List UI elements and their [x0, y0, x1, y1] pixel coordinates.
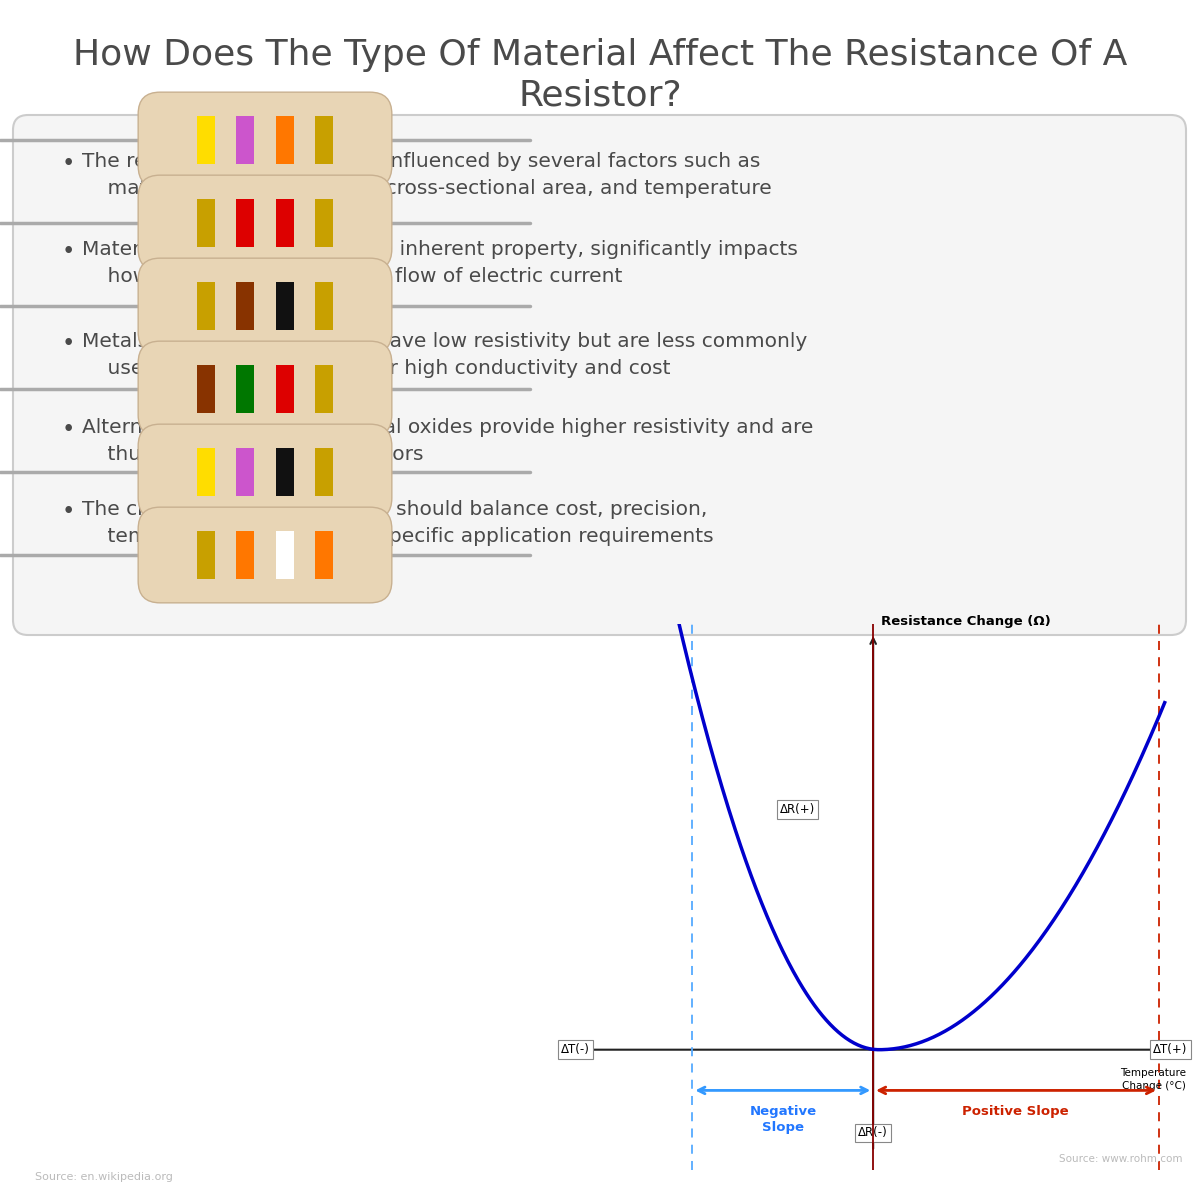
Bar [314, 116, 332, 164]
Text: ΔR(-): ΔR(-) [858, 1127, 888, 1140]
Bar [197, 282, 215, 330]
Bar [197, 448, 215, 496]
Bar [276, 365, 294, 413]
Text: Source: en.wikipedia.org: Source: en.wikipedia.org [35, 1172, 173, 1182]
Bar [236, 530, 254, 578]
Text: Alternatively, carbon and metal oxides provide higher resistivity and are
    th: Alternatively, carbon and metal oxides p… [82, 418, 814, 463]
FancyBboxPatch shape [138, 92, 392, 188]
Bar [314, 199, 332, 247]
Text: Resistance Change (Ω): Resistance Change (Ω) [881, 614, 1051, 628]
Bar [276, 282, 294, 330]
FancyBboxPatch shape [138, 424, 392, 520]
Bar [314, 530, 332, 578]
Bar [314, 448, 332, 496]
Text: The choice of resistor material should balance cost, precision,
    temperature : The choice of resistor material should b… [82, 500, 714, 546]
Text: •: • [62, 240, 76, 263]
Text: Resistor?: Resistor? [518, 78, 682, 112]
Text: •: • [62, 152, 76, 175]
Text: ΔT(-): ΔT(-) [562, 1043, 590, 1056]
Bar [236, 199, 254, 247]
Bar [276, 530, 294, 578]
Text: Source: www.rohm.com: Source: www.rohm.com [1058, 1154, 1182, 1164]
Bar [276, 448, 294, 496]
Bar [197, 199, 215, 247]
Bar [314, 365, 332, 413]
FancyBboxPatch shape [138, 341, 392, 437]
Bar [276, 116, 294, 164]
Bar [197, 365, 215, 413]
Text: •: • [62, 332, 76, 355]
Text: How Does The Type Of Material Affect The Resistance Of A: How Does The Type Of Material Affect The… [73, 38, 1127, 72]
FancyBboxPatch shape [138, 258, 392, 354]
Text: Positive Slope: Positive Slope [962, 1105, 1069, 1118]
Bar [314, 282, 332, 330]
FancyBboxPatch shape [13, 115, 1186, 635]
Text: The resistance of a resistor is influenced by several factors such as
    materi: The resistance of a resistor is influenc… [82, 152, 772, 198]
Bar [236, 116, 254, 164]
Text: Negative
Slope: Negative Slope [750, 1105, 817, 1134]
Text: ΔR(+): ΔR(+) [780, 803, 815, 816]
FancyBboxPatch shape [138, 508, 392, 602]
Bar [197, 116, 215, 164]
FancyBboxPatch shape [138, 175, 392, 271]
Text: Material resistivity, which is an inherent property, significantly impacts
    h: Material resistivity, which is an inhere… [82, 240, 798, 286]
Text: Temperature
Change (°C): Temperature Change (°C) [1120, 1068, 1186, 1091]
Bar [236, 365, 254, 413]
Bar [276, 199, 294, 247]
Text: •: • [62, 500, 76, 523]
Bar [236, 448, 254, 496]
Text: ΔT(+): ΔT(+) [1153, 1043, 1188, 1056]
Bar [236, 282, 254, 330]
Text: Metals like copper and silver have low resistivity but are less commonly
    use: Metals like copper and silver have low r… [82, 332, 808, 378]
Text: •: • [62, 418, 76, 440]
Bar [197, 530, 215, 578]
